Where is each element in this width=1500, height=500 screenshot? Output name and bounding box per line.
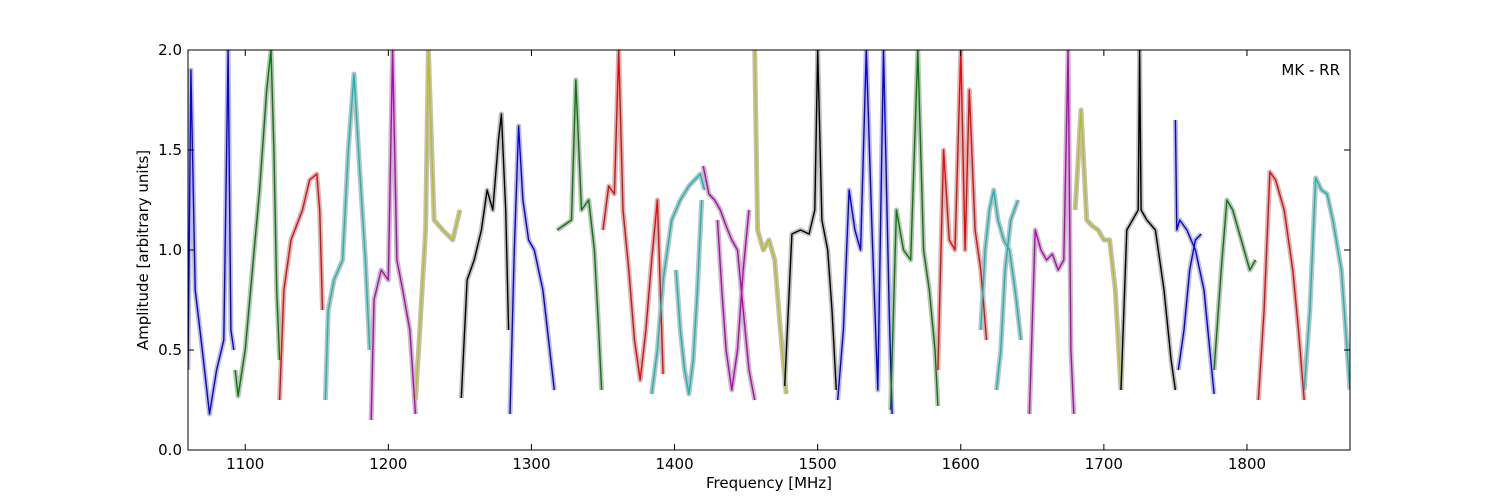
x-ticks: 1100 1200 1300 1400 1500 1600 1700 1800 [226, 50, 1266, 473]
band-series-23 [1074, 109, 1122, 391]
background-envelope-4 [322, 71, 373, 401]
band-series-16 [784, 50, 837, 391]
background-envelope-9 [555, 77, 605, 391]
y-tick-label: 0.5 [158, 341, 182, 359]
band-series-12 [675, 199, 703, 395]
band-series-21 [995, 199, 1019, 391]
y-tick-label: 1.0 [158, 241, 182, 259]
background-envelope-3 [277, 171, 325, 401]
x-tick-label: 1300 [512, 455, 550, 473]
band-series-7 [460, 113, 510, 399]
x-tick-label: 1100 [226, 455, 264, 473]
baseline-annotation: MK - RR [1281, 61, 1340, 79]
band-series-29 [1303, 177, 1350, 391]
band-series-2 [234, 50, 281, 397]
x-tick-label: 1500 [799, 455, 837, 473]
band-series-11 [651, 173, 706, 395]
background-envelope-18 [888, 50, 941, 411]
background-envelope-23 [1072, 107, 1124, 391]
band-series-9 [556, 79, 603, 391]
y-axis-label: Amplitude [arbitrary units] [134, 150, 152, 350]
band-series-24 [1120, 50, 1177, 391]
band-series-26 [1177, 233, 1202, 371]
series-layer [188, 50, 1350, 421]
band-series-14 [716, 209, 750, 391]
band-series-5 [370, 50, 417, 421]
background-envelope-24 [1118, 50, 1178, 391]
x-tick-label: 1700 [1085, 455, 1123, 473]
band-series-4 [324, 73, 371, 401]
background-envelope-layer [188, 50, 1350, 421]
band-series-18 [889, 50, 939, 411]
band-series-15 [754, 50, 787, 395]
band-series-6 [414, 50, 461, 401]
band-series-17 [837, 50, 893, 415]
y-tick-label: 1.5 [158, 141, 182, 159]
x-tick-label: 1800 [1228, 455, 1266, 473]
band-series-19 [937, 50, 988, 371]
x-tick-label: 1400 [655, 455, 693, 473]
band-series-27 [1213, 199, 1257, 371]
background-envelope-7 [458, 111, 512, 399]
y-ticks: 0.0 0.5 1.0 1.5 2.0 [158, 41, 1350, 459]
x-tick-label: 1200 [369, 455, 407, 473]
y-tick-label: 0.0 [158, 441, 182, 459]
band-series-8 [509, 125, 555, 415]
band-series-25 [1174, 119, 1215, 395]
band-series-22 [1028, 50, 1075, 415]
band-series-28 [1257, 171, 1305, 401]
x-tick-label: 1600 [942, 455, 980, 473]
x-axis-label: Frequency [MHz] [706, 474, 832, 492]
y-tick-label: 2.0 [158, 41, 182, 59]
background-envelope-16 [782, 50, 839, 391]
background-envelope-12 [673, 199, 705, 397]
band-series-13 [702, 165, 756, 401]
band-series-3 [278, 173, 324, 401]
band-series-10 [602, 50, 664, 381]
band-series-20 [980, 189, 1022, 341]
band-series-1 [188, 50, 235, 415]
